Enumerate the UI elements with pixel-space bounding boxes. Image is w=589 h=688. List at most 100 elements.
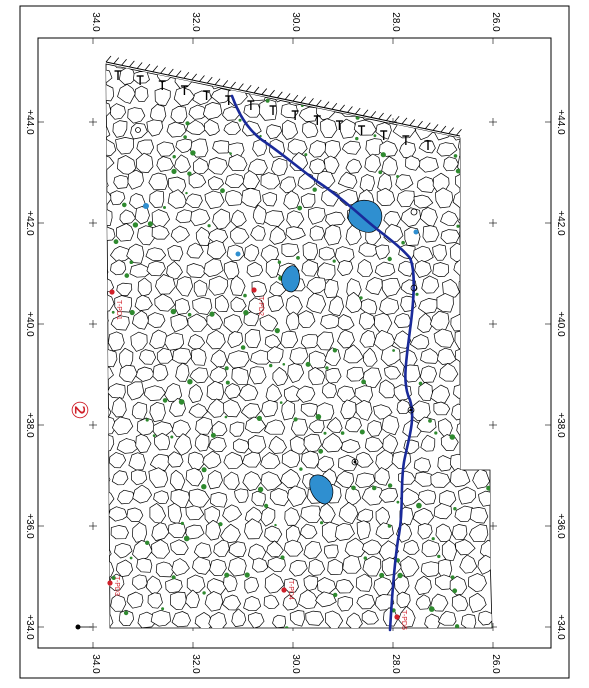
stone (202, 450, 222, 469)
top-marker (424, 140, 432, 150)
moss-patch (190, 150, 196, 156)
stone (224, 189, 245, 206)
stone (204, 591, 224, 612)
stone (303, 575, 319, 592)
stone (422, 225, 440, 243)
stone (116, 223, 135, 242)
water-pool (347, 199, 383, 233)
moss-patch (415, 292, 419, 296)
stone (195, 416, 213, 435)
stone (414, 575, 432, 595)
stone (220, 523, 241, 544)
stone (324, 278, 339, 298)
stone (322, 382, 337, 399)
moss-patch (201, 467, 207, 473)
stone (262, 191, 278, 207)
survey-point-label: T-PD3 (113, 576, 120, 596)
stone (106, 576, 111, 596)
moss-patch (293, 417, 298, 422)
stone (222, 504, 242, 523)
stone (111, 470, 129, 486)
stone (118, 609, 134, 627)
stone (400, 207, 421, 227)
moss-patch (185, 121, 190, 126)
stone (308, 206, 326, 225)
moss-patch (170, 435, 174, 439)
stone (248, 612, 265, 628)
moss-patch (187, 379, 193, 385)
stone (111, 64, 126, 69)
stone (108, 331, 125, 352)
stone (250, 225, 266, 241)
stone (234, 488, 249, 504)
stone (337, 314, 355, 331)
stone (106, 519, 108, 538)
stone (419, 365, 437, 383)
stone (106, 261, 109, 280)
moss-patch (183, 135, 187, 139)
stone (110, 315, 130, 331)
stone (468, 119, 487, 138)
stone (436, 293, 454, 313)
stone (281, 119, 299, 140)
stone (185, 524, 205, 540)
stone (106, 381, 107, 401)
stone (150, 609, 171, 627)
moss-patch (456, 99, 462, 106)
stone (421, 539, 441, 558)
stone (260, 507, 276, 527)
left-tick-label: +44.0 (24, 109, 35, 135)
stone (318, 246, 336, 261)
stone (300, 402, 319, 417)
stone (450, 106, 468, 121)
moss-patch (224, 366, 229, 371)
stone (188, 172, 207, 189)
section-marker: ② (66, 400, 91, 420)
stone (362, 367, 382, 389)
stone (289, 347, 309, 365)
right-tick-label: +34.0 (555, 614, 566, 640)
moss-patch (361, 379, 366, 385)
stone (170, 106, 188, 124)
stone (473, 105, 489, 123)
moss-patch (220, 188, 225, 194)
stone (474, 170, 492, 191)
stone (355, 399, 373, 421)
moss-patch (201, 484, 207, 490)
stone (471, 454, 486, 470)
stone (442, 278, 460, 298)
stone (300, 523, 318, 540)
stone (186, 263, 207, 278)
water-pool (309, 474, 334, 505)
stone (244, 576, 260, 594)
stone (185, 119, 207, 135)
stone (450, 467, 471, 488)
top-tick-label: 30.0 (290, 12, 301, 32)
stone (248, 66, 269, 85)
moss-patch (491, 291, 492, 296)
stone (223, 451, 244, 470)
moss-patch (163, 206, 166, 209)
left-tick-label: +38.0 (24, 412, 35, 438)
stone (302, 241, 319, 261)
stone (458, 223, 481, 242)
stone (414, 260, 432, 278)
stone (107, 383, 126, 399)
stone (440, 84, 461, 101)
map-frame (37, 37, 552, 649)
stone (334, 522, 355, 541)
stone (305, 610, 325, 626)
stone (193, 279, 208, 297)
stone (308, 350, 328, 369)
stone (230, 275, 246, 296)
stone (415, 594, 431, 610)
stone (271, 157, 288, 177)
stone (230, 226, 250, 244)
stone (106, 138, 117, 156)
stone (226, 244, 245, 262)
stone (468, 524, 489, 543)
stone (106, 469, 111, 486)
stone (413, 194, 434, 209)
stone (337, 596, 353, 612)
stone (106, 543, 112, 561)
